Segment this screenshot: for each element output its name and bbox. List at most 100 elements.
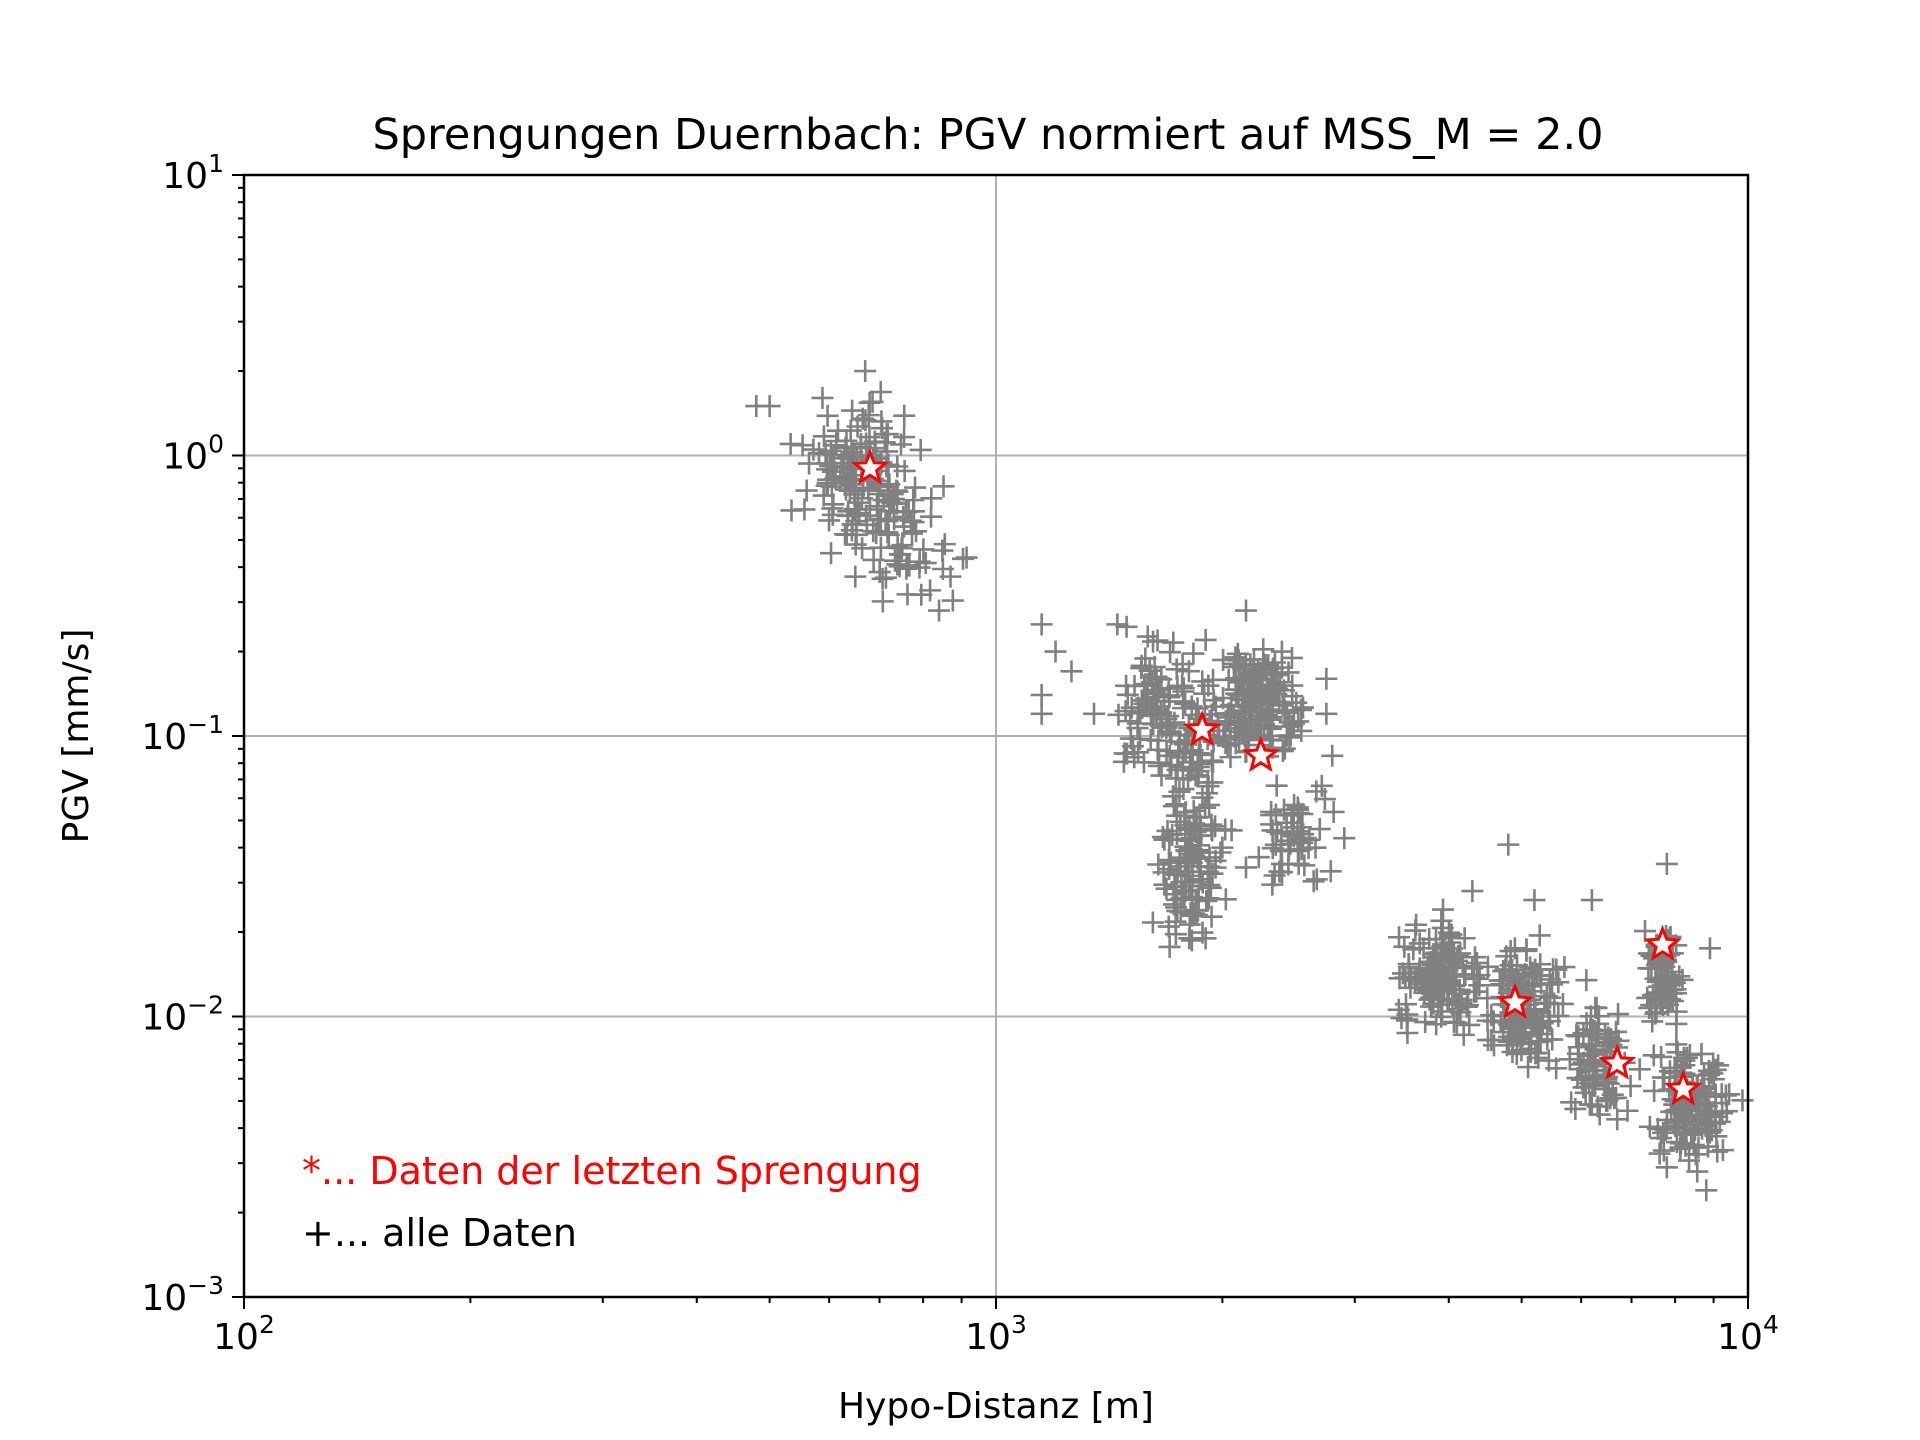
plus-marker [1528, 924, 1551, 947]
plus-marker [919, 579, 942, 602]
plus-marker [1212, 687, 1235, 710]
plus-marker [1281, 715, 1304, 738]
plus-marker [1260, 729, 1283, 752]
plus-marker [1642, 984, 1665, 1007]
plus-marker [865, 495, 888, 518]
plus-marker [896, 583, 919, 606]
plus-marker [1476, 1009, 1499, 1032]
plus-marker [1302, 870, 1325, 893]
plus-marker [1202, 689, 1225, 712]
plus-marker [1220, 819, 1243, 842]
plus-marker [1123, 746, 1146, 769]
plus-marker [1308, 818, 1331, 841]
plus-marker [1146, 738, 1169, 761]
plus-marker [1209, 841, 1232, 864]
plus-marker [844, 480, 867, 503]
plus-marker [895, 557, 918, 580]
plus-marker [1180, 695, 1203, 718]
plus-marker [1464, 946, 1487, 969]
plus-marker [1507, 1025, 1530, 1048]
plus-marker [1696, 1103, 1719, 1126]
plus-marker [1566, 1042, 1589, 1065]
plus-marker [1293, 854, 1316, 877]
plus-marker [822, 493, 845, 516]
plus-marker [1201, 862, 1224, 885]
plus-marker [1394, 993, 1417, 1016]
plus-marker [1179, 759, 1202, 782]
plus-marker [1477, 1028, 1500, 1051]
plus-marker [1198, 874, 1221, 897]
plus-marker [1693, 1099, 1716, 1122]
plus-marker [1333, 827, 1356, 850]
plus-marker [862, 548, 885, 571]
plus-marker [1539, 986, 1562, 1009]
plus-marker [858, 391, 881, 414]
plus-marker [850, 432, 873, 455]
plus-marker [1263, 864, 1286, 887]
plus-marker [1425, 978, 1448, 1001]
plus-marker [1671, 968, 1694, 991]
plus-marker [1445, 1011, 1468, 1034]
plus-marker [857, 478, 880, 501]
plus-marker [1628, 1058, 1651, 1081]
plus-marker [1453, 927, 1476, 950]
plus-marker [811, 386, 834, 409]
plus-marker [802, 438, 825, 461]
plus-marker [1224, 732, 1247, 755]
plus-marker [1165, 793, 1188, 816]
plus-marker [1596, 1089, 1619, 1112]
plus-marker [1426, 968, 1449, 991]
plus-marker [1545, 1057, 1568, 1080]
plus-marker [1393, 935, 1416, 958]
plus-marker [1211, 836, 1234, 859]
plus-marker [920, 487, 943, 510]
plus-marker [1578, 1033, 1601, 1056]
plus-marker [1655, 1108, 1678, 1131]
plus-marker [1431, 916, 1454, 939]
plus-marker [1458, 1013, 1481, 1036]
plus-marker [1669, 1137, 1692, 1160]
plus-marker [1291, 802, 1314, 825]
plus-marker [1321, 744, 1344, 767]
plus-marker [1476, 955, 1499, 978]
plus-marker [1180, 838, 1203, 861]
plus-marker [758, 395, 781, 418]
plus-marker [1447, 992, 1470, 1015]
plus-marker [909, 438, 932, 461]
plus-marker [1162, 795, 1185, 818]
plus-marker [1682, 1134, 1705, 1157]
plus-marker [870, 410, 893, 433]
plus-marker [1443, 955, 1466, 978]
plus-marker [1638, 1115, 1661, 1138]
plus-marker [1280, 646, 1303, 669]
plus-marker [1575, 1012, 1598, 1035]
plus-marker [1580, 1049, 1603, 1072]
plus-marker [1666, 1098, 1689, 1121]
plus-marker [1456, 994, 1479, 1017]
plus-marker [1634, 920, 1657, 943]
plus-marker [1119, 727, 1142, 750]
plus-marker [1247, 669, 1270, 692]
plus-marker [1169, 810, 1192, 833]
y-tick-label: 101 [162, 149, 224, 197]
plus-marker [1656, 970, 1679, 993]
plus-marker [1270, 852, 1293, 875]
plus-marker [1538, 1010, 1561, 1033]
plus-marker [1547, 971, 1570, 994]
plus-marker [1498, 968, 1521, 991]
y-tick-label: 10−3 [141, 1271, 224, 1319]
plus-marker [1396, 1021, 1419, 1044]
plus-marker [1702, 1052, 1725, 1075]
plus-marker [1204, 815, 1227, 838]
plus-marker [1421, 964, 1444, 987]
plus-marker [912, 538, 935, 561]
plus-marker [902, 489, 925, 512]
plus-marker [1173, 860, 1196, 883]
plus-marker [1247, 846, 1270, 869]
plus-marker [1194, 628, 1217, 651]
plus-marker [1182, 642, 1205, 665]
plus-marker [1172, 778, 1195, 801]
plus-marker [874, 566, 897, 589]
plus-marker [1158, 686, 1181, 709]
